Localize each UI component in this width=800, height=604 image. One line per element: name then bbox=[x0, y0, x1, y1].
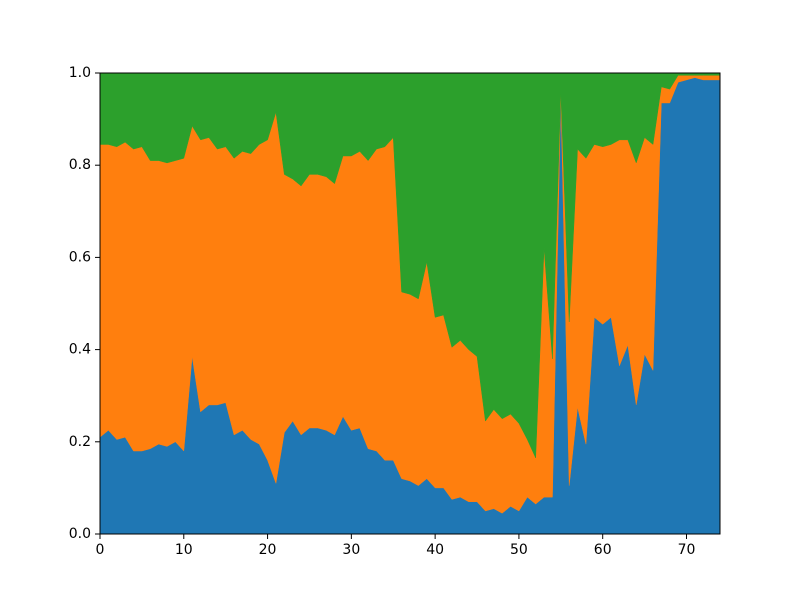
x-tick-label: 70 bbox=[678, 542, 696, 558]
y-tick-label: 0.6 bbox=[69, 249, 91, 265]
y-tick-label: 1.0 bbox=[69, 65, 91, 81]
x-tick-label: 60 bbox=[594, 542, 612, 558]
x-tick-label: 40 bbox=[426, 542, 444, 558]
plot-frame bbox=[99, 72, 721, 535]
y-tick-label: 0.4 bbox=[69, 342, 91, 358]
x-tick-label: 30 bbox=[342, 542, 360, 558]
y-tick-label: 0.0 bbox=[69, 526, 91, 542]
x-tick-label: 10 bbox=[175, 542, 193, 558]
y-tick-label: 0.2 bbox=[69, 434, 91, 450]
y-tick-label: 0.8 bbox=[69, 157, 91, 173]
x-tick-label: 0 bbox=[96, 542, 105, 558]
x-tick-label: 50 bbox=[510, 542, 528, 558]
x-tick-label: 20 bbox=[259, 542, 277, 558]
